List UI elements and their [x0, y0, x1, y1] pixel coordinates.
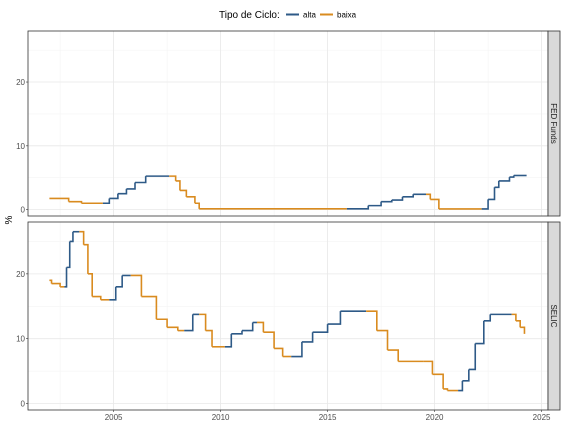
y-tick-label: 20 [16, 78, 25, 87]
series-segment-alta [483, 314, 492, 322]
y-tick-label: 0 [21, 206, 26, 215]
series-segment-alta [462, 369, 470, 382]
y-tick-label: 20 [16, 270, 25, 279]
series-segment-baixa [87, 273, 93, 297]
series-segment-alta [391, 196, 404, 201]
series-segment-baixa [376, 329, 389, 351]
series-segment-alta [241, 322, 254, 332]
series-segment-baixa [205, 329, 213, 347]
panel-background [28, 222, 548, 410]
series-segment-alta [368, 201, 382, 207]
series-segment-alta [458, 380, 464, 392]
series-segment-baixa [387, 349, 400, 362]
facet-strip-label: SELIC [549, 304, 558, 327]
series-segment-alta [224, 333, 233, 348]
legend-label-alta: alta [303, 11, 316, 20]
series-segment-alta [488, 187, 496, 201]
series-segment-alta [109, 193, 119, 200]
series-segment-alta [135, 176, 147, 184]
series-segment-alta [109, 286, 117, 301]
y-tick-label: 10 [16, 142, 25, 151]
y-axis-title: % [4, 215, 15, 224]
x-tick-label: 2020 [426, 413, 444, 422]
panels: 0 10 20 FED Funds 0 10 20 SELIC [16, 30, 561, 411]
series-segment-baixa [49, 279, 53, 284]
series-segment-alta [402, 194, 414, 198]
series-segment-baixa [79, 230, 85, 245]
series-segment-baixa [175, 180, 181, 191]
panel-selic: 0 10 20 SELIC [16, 221, 561, 411]
series-segment-baixa [263, 331, 275, 349]
series-segment-alta [117, 188, 128, 195]
series-segment-alta [498, 177, 511, 182]
series-segment-baixa [511, 313, 517, 321]
series-segment-baixa [199, 313, 207, 331]
series-segment-baixa [274, 347, 284, 357]
series-segment-alta [126, 182, 136, 190]
facet-strip-label: FED Funds [549, 103, 558, 143]
series-segment-baixa [194, 202, 200, 209]
legend-title: Tipo de Ciclo: [219, 10, 280, 21]
x-tick-label: 2025 [533, 413, 551, 422]
series-segment-alta [102, 198, 111, 205]
series-segment-alta [69, 231, 74, 243]
panel-background [28, 31, 548, 216]
series-segment-baixa [186, 196, 196, 204]
series-segment-alta [312, 324, 329, 334]
series-segment-baixa [515, 320, 521, 328]
series-segment-alta [291, 341, 303, 358]
series-segment-baixa [430, 198, 440, 209]
series-segment-alta [184, 314, 194, 332]
x-tick-label: 2005 [105, 413, 123, 422]
series-segment-alta [301, 332, 314, 343]
series-segment-baixa [130, 274, 143, 297]
series-segment-alta [327, 311, 342, 325]
series-segment-alta [66, 241, 71, 269]
series-segment-baixa [141, 295, 158, 320]
y-tick-label: 10 [16, 335, 25, 344]
series-segment-baixa [366, 310, 378, 331]
series-segment-alta [481, 199, 489, 210]
panel-fed-funds: 0 10 20 FED Funds [16, 30, 561, 217]
series-segment-baixa [167, 326, 179, 331]
series-segment-baixa [426, 193, 432, 200]
x-tick-label: 2015 [319, 413, 337, 422]
series-segment-baixa [179, 189, 188, 197]
x-tick-label: 2010 [212, 413, 230, 422]
series-segment-baixa [156, 318, 168, 328]
series-segment-alta [115, 275, 123, 288]
series-segment-baixa [423, 360, 434, 375]
series-segment-baixa [169, 175, 177, 181]
legend: Tipo de Ciclo: alta baixa [219, 10, 357, 21]
series-segment-baixa [83, 243, 89, 274]
series-segment-baixa [49, 197, 70, 202]
series-segment-alta [494, 180, 500, 189]
series-segment-alta [475, 320, 485, 345]
series-segment-baixa [51, 282, 61, 287]
series-segment-baixa [256, 321, 265, 333]
series-segment-baixa [92, 295, 102, 300]
series-segment-alta [468, 343, 477, 371]
series-segment-alta [64, 267, 68, 288]
facet-strip [547, 221, 561, 411]
series-segment-baixa [520, 326, 526, 334]
x-axis: 2005 2010 2015 2020 2025 [105, 410, 551, 422]
y-tick-label: 0 [21, 400, 26, 409]
facet-strip [547, 30, 561, 217]
series-segment-alta [346, 205, 370, 210]
legend-label-baixa: baixa [337, 11, 357, 20]
series-segment-baixa [432, 373, 444, 389]
series-segment-alta [231, 330, 243, 335]
